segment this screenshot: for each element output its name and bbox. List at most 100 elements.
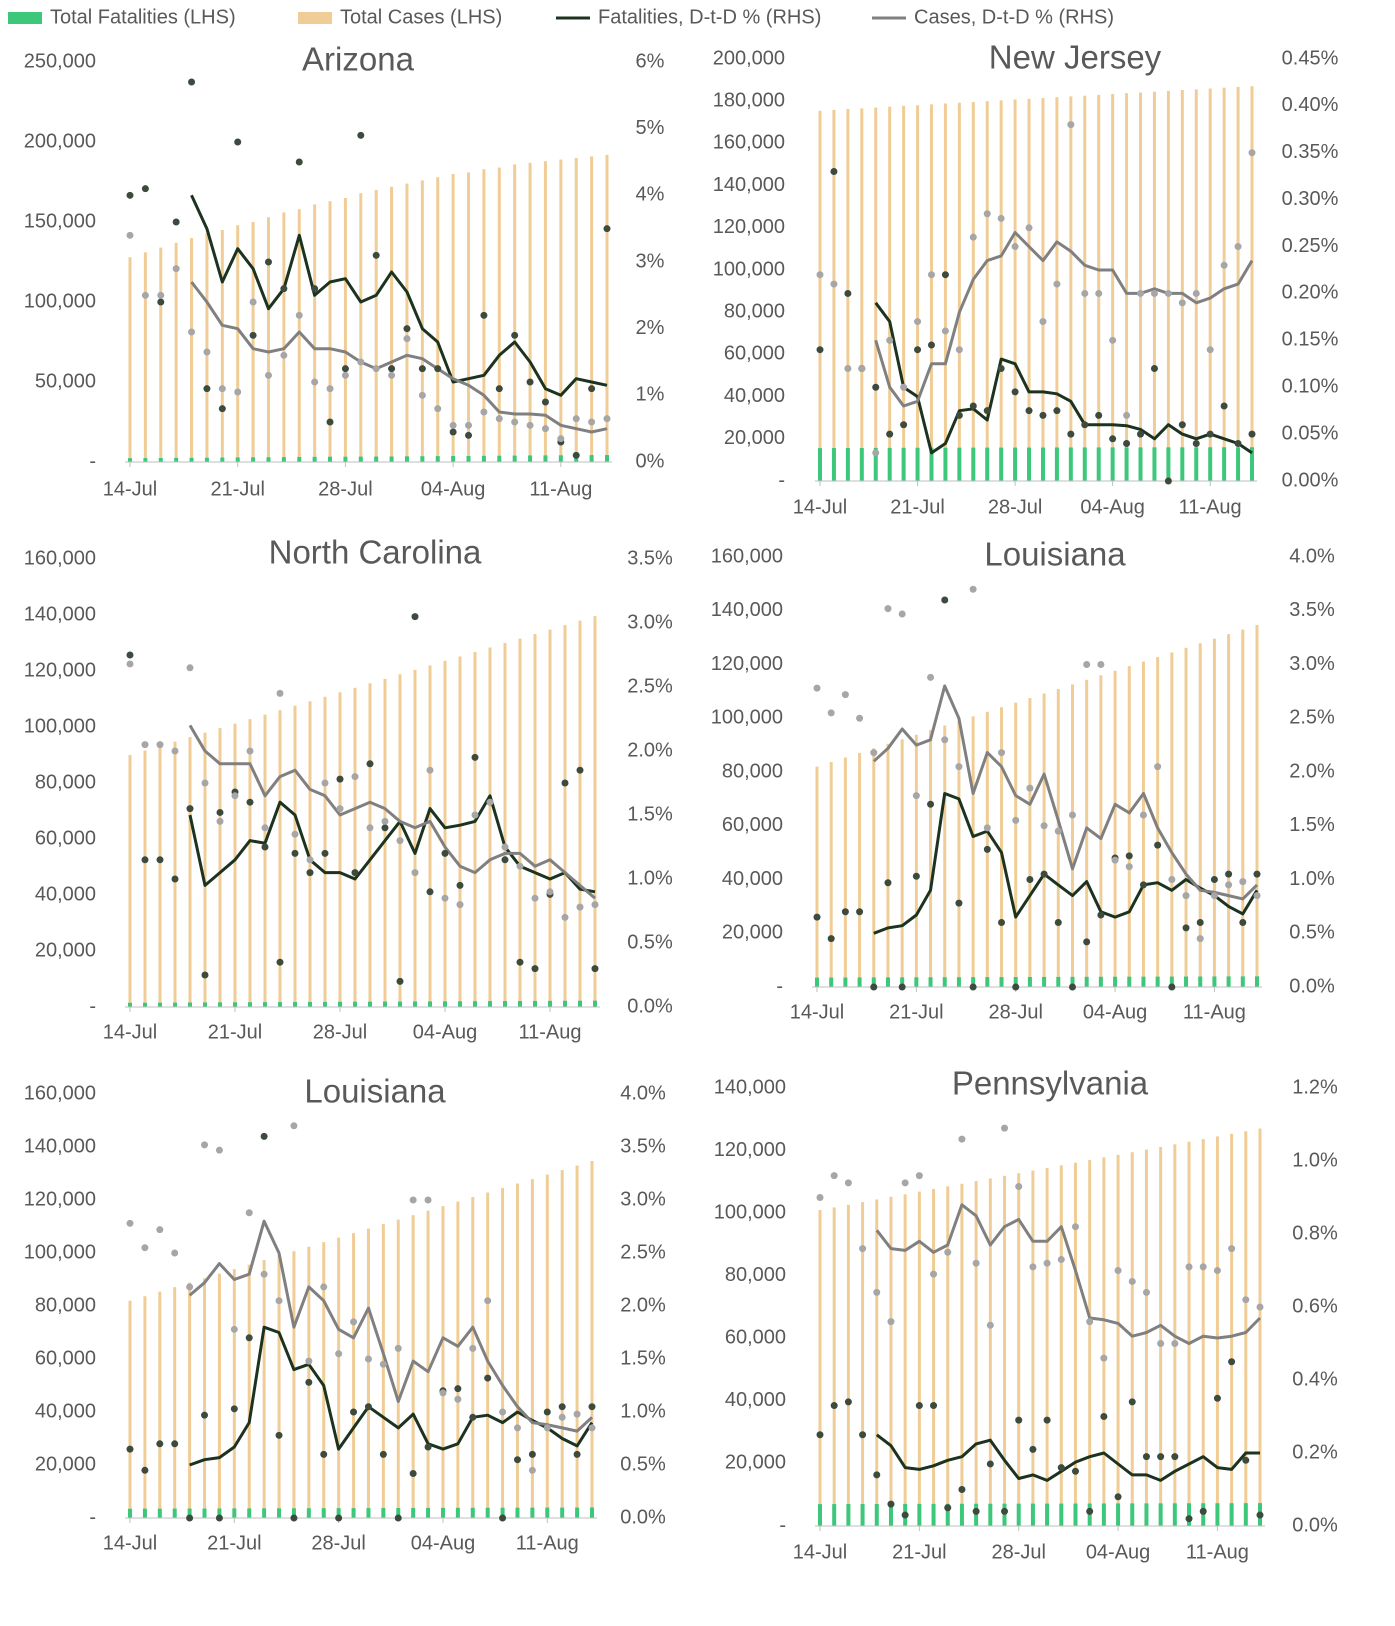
dot [249, 331, 257, 339]
bar [420, 456, 425, 462]
bar [321, 1508, 326, 1518]
bar [440, 1507, 445, 1518]
bar [1166, 447, 1171, 481]
bar [1212, 976, 1217, 987]
y-tick-label: 150,000 [24, 210, 96, 232]
x-tick-label: 14-Jul [103, 478, 157, 500]
bar [515, 1183, 519, 1518]
bar [1255, 624, 1259, 987]
y2-tick-label: 0.25% [1282, 235, 1339, 257]
bar [217, 1508, 222, 1518]
dot [557, 435, 565, 443]
dot [1164, 477, 1172, 485]
x-tick-label: 04-Aug [421, 478, 486, 500]
dot [280, 285, 288, 293]
dot [873, 1471, 881, 1479]
dot [372, 365, 380, 373]
bar [1255, 976, 1259, 987]
dot [1100, 1413, 1108, 1420]
y-tick-label: 60,000 [35, 827, 96, 849]
y2-tick-label: 0.5% [627, 931, 673, 953]
bar [411, 1215, 415, 1518]
bar [187, 1508, 192, 1518]
bar [189, 457, 194, 462]
dot [171, 747, 179, 755]
dot [531, 894, 539, 902]
y-tick-label: 160,000 [24, 1082, 96, 1104]
dot [1142, 1288, 1150, 1296]
dot [983, 824, 991, 832]
bar [174, 457, 179, 462]
y-tick-label: 200,000 [713, 47, 785, 69]
bar [1082, 447, 1087, 481]
bar [1201, 1139, 1205, 1526]
y-tick-label: 80,000 [725, 1264, 786, 1286]
dot [326, 385, 334, 393]
dot [558, 1403, 566, 1411]
dot [1053, 280, 1061, 288]
dot [528, 1450, 536, 1458]
bar [946, 1186, 950, 1526]
bar [473, 651, 477, 1007]
bar [322, 1242, 326, 1518]
dot [424, 1443, 432, 1451]
bar [1229, 1503, 1234, 1526]
bar [204, 457, 209, 462]
bar [818, 448, 822, 481]
bar [247, 1508, 252, 1518]
dot [1039, 318, 1047, 326]
dot [516, 862, 524, 870]
bar [188, 737, 192, 1007]
bar [236, 225, 240, 462]
bar [932, 1188, 936, 1526]
line [190, 281, 608, 434]
y2-tick-label: 0.0% [627, 995, 673, 1017]
bar [1056, 976, 1061, 987]
dot [409, 1469, 417, 1477]
dot [827, 935, 835, 943]
dot [201, 1411, 209, 1419]
dot [1150, 289, 1158, 297]
y-tick-label: 140,000 [24, 603, 96, 625]
dot [357, 358, 365, 366]
dot [526, 378, 534, 386]
bar [887, 447, 892, 481]
dot [216, 808, 224, 816]
bar [1116, 1503, 1121, 1526]
bar [815, 977, 819, 987]
dot [1123, 439, 1131, 447]
bar [128, 257, 132, 462]
bar [1096, 447, 1101, 481]
dot [1248, 149, 1256, 157]
dot [1123, 411, 1131, 419]
dot [372, 251, 380, 259]
dot [1111, 856, 1119, 864]
bar [467, 172, 471, 462]
bar [929, 730, 933, 987]
y-tick-label: 80,000 [35, 771, 96, 793]
bar [558, 455, 563, 462]
bar [456, 1201, 460, 1518]
dot [201, 1141, 209, 1149]
y2-tick-label: 2.5% [627, 675, 673, 697]
x-tick-label: 11-Aug [1186, 1541, 1249, 1563]
y-tick-label: 120,000 [713, 216, 785, 238]
bar [173, 1287, 177, 1518]
y2-tick-label: 0.6% [1292, 1295, 1338, 1317]
bar [142, 1508, 147, 1518]
dot [1239, 878, 1247, 886]
dot [1128, 1398, 1136, 1406]
bar [530, 1179, 534, 1518]
y-tick-label: 40,000 [724, 385, 785, 407]
legend-swatch [298, 12, 332, 24]
bar [917, 1191, 921, 1526]
legend-label: Cases, D-t-D % (RHS) [914, 6, 1114, 28]
bar [1045, 1503, 1050, 1526]
dot [126, 660, 134, 668]
x-tick-label: 28-Jul [991, 1541, 1045, 1563]
bar [917, 1503, 922, 1526]
dot [941, 736, 949, 744]
bar [451, 455, 456, 462]
y2-tick-label: 4.0% [1289, 545, 1335, 567]
bar [1000, 707, 1004, 987]
